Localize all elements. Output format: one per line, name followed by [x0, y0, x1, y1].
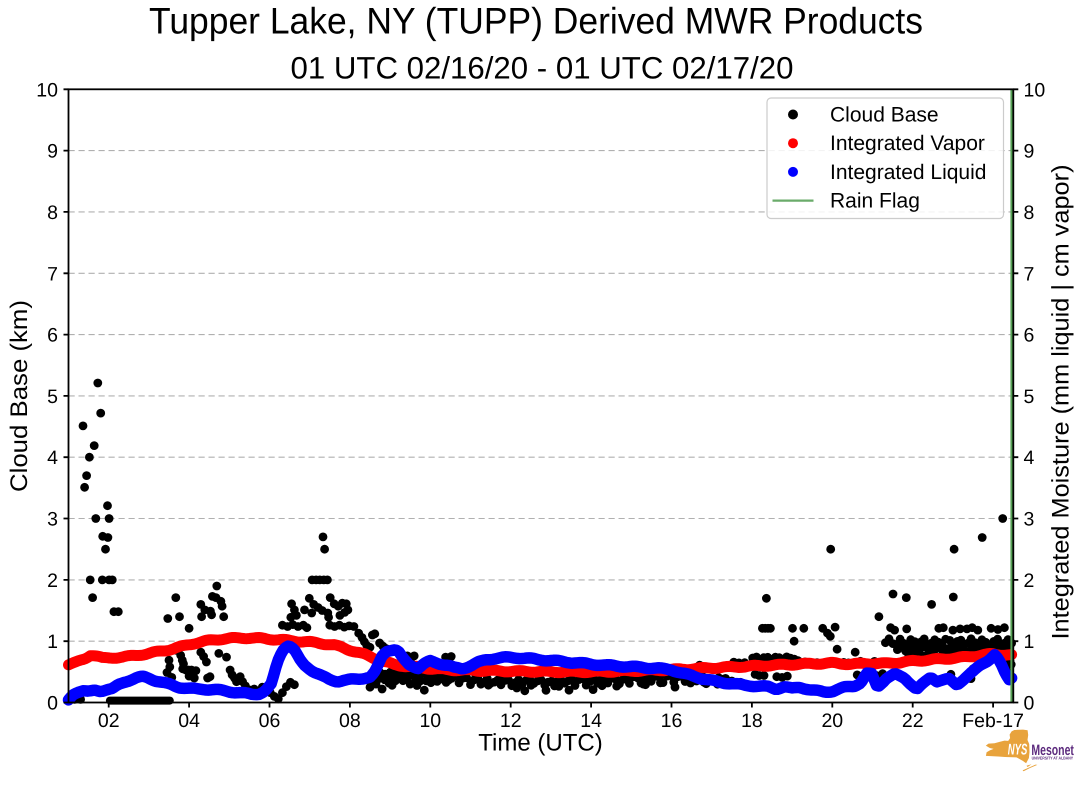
svg-text:Integrated Liquid: Integrated Liquid — [830, 161, 986, 184]
svg-text:5: 5 — [1024, 386, 1035, 408]
svg-text:9: 9 — [1024, 141, 1035, 163]
svg-text:1: 1 — [47, 631, 58, 653]
svg-text:16: 16 — [661, 710, 683, 732]
svg-text:Time (UTC): Time (UTC) — [478, 730, 602, 757]
svg-text:Cloud Base (km): Cloud Base (km) — [6, 300, 33, 492]
svg-text:14: 14 — [580, 710, 602, 732]
svg-text:10: 10 — [419, 710, 441, 732]
svg-text:Tupper Lake, NY (TUPP) Derived: Tupper Lake, NY (TUPP) Derived MWR Produ… — [149, 1, 923, 42]
svg-text:2: 2 — [1024, 570, 1035, 592]
svg-text:8: 8 — [47, 202, 58, 224]
svg-text:NYS: NYS — [1008, 742, 1028, 759]
svg-text:20: 20 — [821, 710, 843, 732]
svg-text:Rain Flag: Rain Flag — [830, 190, 920, 213]
svg-text:4: 4 — [47, 447, 58, 469]
svg-text:6: 6 — [47, 325, 58, 347]
svg-text:6: 6 — [1024, 325, 1035, 347]
svg-text:01 UTC 02/16/20 - 01 UTC 02/17: 01 UTC 02/16/20 - 01 UTC 02/17/20 — [291, 51, 794, 86]
svg-text:7: 7 — [47, 263, 58, 285]
svg-text:10: 10 — [36, 79, 58, 101]
svg-text:7: 7 — [1024, 263, 1035, 285]
svg-text:9: 9 — [47, 141, 58, 163]
svg-text:02: 02 — [98, 710, 120, 732]
svg-text:3: 3 — [1024, 509, 1035, 531]
svg-text:1: 1 — [1024, 631, 1035, 653]
svg-text:Integrated Moisture (mm liquid: Integrated Moisture (mm liquid | cm vapo… — [1048, 165, 1075, 640]
svg-text:06: 06 — [259, 710, 281, 732]
svg-text:12: 12 — [500, 710, 522, 732]
svg-text:22: 22 — [902, 710, 924, 732]
svg-text:08: 08 — [339, 710, 361, 732]
svg-text:Feb-17: Feb-17 — [962, 710, 1024, 732]
svg-text:3: 3 — [47, 509, 58, 531]
svg-text:0: 0 — [47, 693, 58, 715]
svg-text:Integrated Vapor: Integrated Vapor — [830, 132, 985, 155]
svg-text:Cloud Base: Cloud Base — [830, 104, 939, 127]
svg-text:10: 10 — [1024, 79, 1046, 101]
svg-text:Mesonet: Mesonet — [1031, 742, 1074, 759]
svg-text:18: 18 — [741, 710, 763, 732]
svg-text:4: 4 — [1024, 447, 1035, 469]
svg-text:04: 04 — [178, 710, 200, 732]
svg-text:UNIVERSITY AT ALBANY: UNIVERSITY AT ALBANY — [1032, 756, 1074, 761]
svg-text:2: 2 — [47, 570, 58, 592]
svg-text:0: 0 — [1024, 693, 1035, 715]
svg-text:8: 8 — [1024, 202, 1035, 224]
svg-text:5: 5 — [47, 386, 58, 408]
